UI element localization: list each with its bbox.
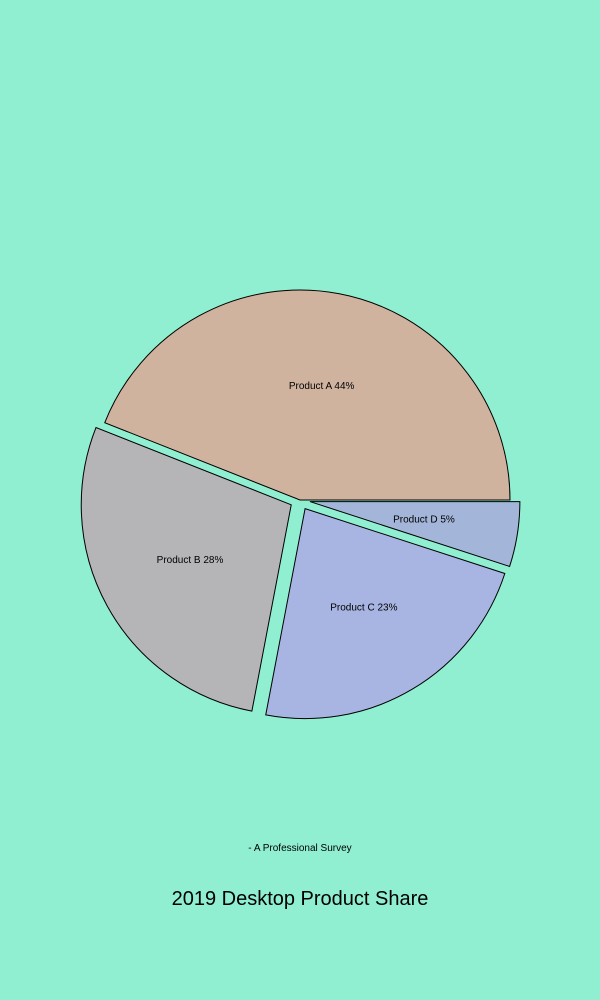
pie-slices — [80, 289, 521, 720]
pie-label-product-a: Product A 44% — [289, 381, 355, 392]
chart-subtitle: - A Professional Survey — [248, 843, 352, 854]
chart-title: 2019 Desktop Product Share — [171, 888, 429, 910]
pie-label-product-c: Product C 23% — [330, 603, 397, 614]
pie-labels: Product A 44% Product B 28% Product C 23% P… — [157, 381, 455, 613]
pie-label-product-b: Product B 28% — [157, 555, 224, 566]
pie-slice-product-b — [80, 426, 292, 712]
pie-label-product-d: Product D 5% — [393, 514, 455, 525]
pie-slice-product-d — [309, 501, 521, 568]
pie-slice-product-c — [265, 507, 506, 720]
pie-slice-product-a — [104, 289, 511, 501]
